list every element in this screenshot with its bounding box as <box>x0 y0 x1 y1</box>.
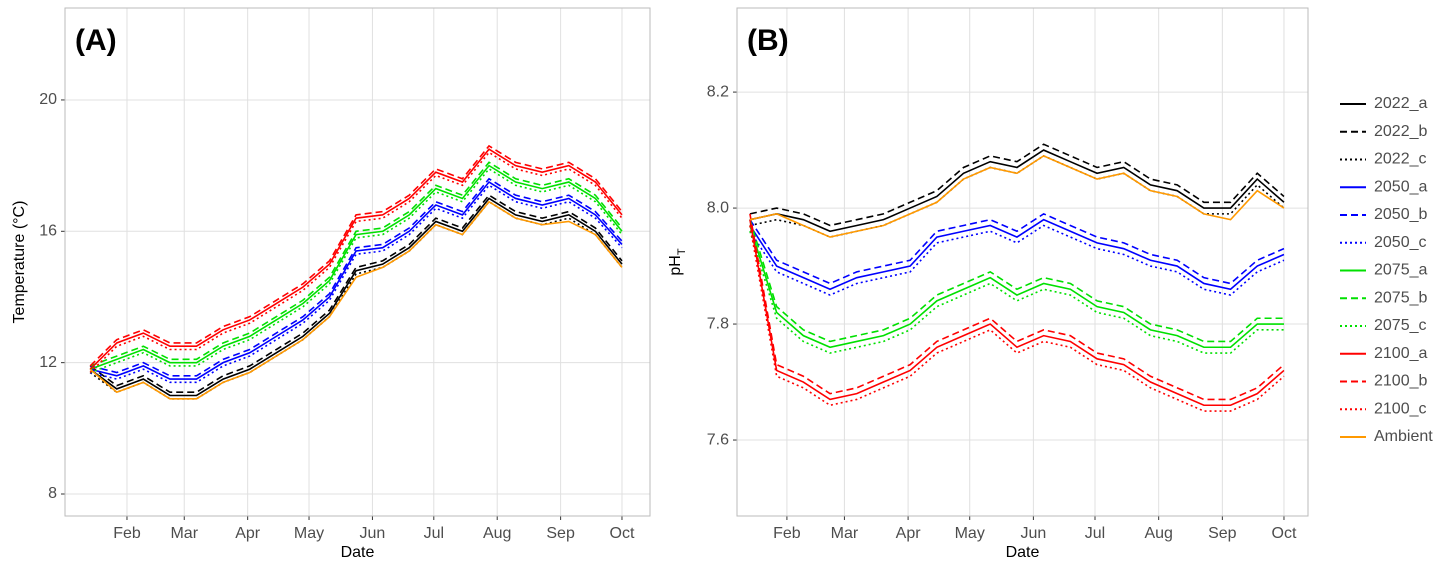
x-tick-label: Sep <box>1208 525 1237 542</box>
data-line <box>749 219 1285 407</box>
plot-background <box>65 8 650 516</box>
x-tick-label: Aug <box>483 525 511 542</box>
x-tick-label: Jun <box>360 525 386 542</box>
x-axis-title: Date <box>1006 544 1040 561</box>
x-tick-label: Sep <box>546 525 575 542</box>
plot-background <box>737 8 1308 516</box>
legend-label: 2022_a <box>1374 95 1427 112</box>
legend-label: 2100_b <box>1374 373 1427 390</box>
y-axis-title-main: pH <box>667 255 684 275</box>
data-line <box>749 154 1285 238</box>
legend-label: 2075_b <box>1374 289 1427 306</box>
data-line <box>749 219 1284 343</box>
data-line <box>749 224 1285 296</box>
legend-label: 2100_c <box>1374 400 1427 417</box>
legend-label: 2050_c <box>1374 234 1427 251</box>
x-tick-label: Feb <box>773 525 801 542</box>
y-tick-label: 16 <box>39 223 57 240</box>
y-axis-title-subscript: T <box>676 248 688 255</box>
panel-label: (B) <box>747 24 789 57</box>
data-line <box>89 194 623 393</box>
x-tick-label: Oct <box>1272 525 1297 542</box>
data-line <box>749 218 1285 291</box>
y-tick-label: 12 <box>39 354 57 371</box>
data-line <box>89 148 623 370</box>
panel-label: (A) <box>75 24 117 57</box>
x-tick-label: Aug <box>1144 525 1172 542</box>
data-line <box>89 161 623 367</box>
y-axis-title: Temperature (°C) <box>11 201 28 324</box>
data-line <box>89 164 623 370</box>
legend-label: 2022_b <box>1374 123 1427 140</box>
x-tick-label: May <box>955 525 985 542</box>
data-line <box>749 143 1285 227</box>
plot-frame <box>64 7 651 517</box>
x-tick-label: Mar <box>831 525 859 542</box>
legend-label: 2075_c <box>1374 317 1427 334</box>
y-axis-title: pHT <box>667 248 688 275</box>
legend-label: Ambient <box>1374 428 1433 445</box>
y-tick-label: 7.6 <box>707 431 729 448</box>
data-line <box>749 213 1285 401</box>
x-tick-label: Jul <box>1085 525 1105 542</box>
data-line <box>749 149 1285 233</box>
data-line <box>749 212 1285 285</box>
data-line <box>89 197 623 397</box>
x-tick-label: Jun <box>1020 525 1046 542</box>
legend-label: 2050_b <box>1374 206 1427 223</box>
x-tick-label: Apr <box>896 525 922 542</box>
x-tick-label: Mar <box>170 525 198 542</box>
x-tick-label: Jul <box>424 525 444 542</box>
x-tick-label: Oct <box>610 525 635 542</box>
plot-frame <box>736 7 1309 517</box>
y-tick-label: 7.8 <box>707 315 729 332</box>
x-tick-label: May <box>294 525 324 542</box>
x-axis-title: Date <box>341 544 375 561</box>
legend-label: 2022_c <box>1374 151 1427 168</box>
y-tick-label: 20 <box>39 91 57 108</box>
y-tick-label: 8.2 <box>707 83 729 100</box>
data-line <box>749 225 1284 349</box>
y-tick-label: 8.0 <box>707 199 729 216</box>
legend-label: 2100_a <box>1374 345 1427 362</box>
data-line <box>89 167 623 374</box>
legend-label: 2075_a <box>1374 262 1427 279</box>
data-line <box>89 177 623 377</box>
x-tick-label: Apr <box>235 525 261 542</box>
data-line <box>89 144 623 367</box>
data-line <box>89 200 623 400</box>
y-tick-label: 8 <box>48 485 57 502</box>
legend-label: 2050_a <box>1374 178 1427 195</box>
x-tick-label: Feb <box>113 525 141 542</box>
data-line <box>89 180 623 380</box>
y-axis-title-main: Temperature (°C) <box>11 201 28 324</box>
